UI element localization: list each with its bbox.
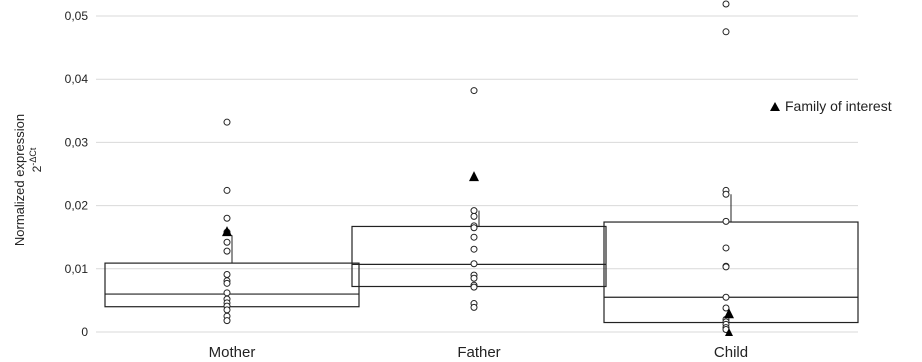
- data-point: [470, 303, 478, 311]
- y-axis-sublabel-base: 2: [30, 165, 44, 172]
- data-point: [722, 217, 730, 225]
- y-tick-label: 0,05: [65, 9, 89, 23]
- y-axis-sublabel-exponent: -ΔCt: [28, 147, 38, 166]
- box: [351, 225, 607, 288]
- data-point: [722, 0, 730, 8]
- family-of-interest-triangle: [469, 171, 479, 182]
- data-point: [223, 289, 231, 297]
- box-father: [351, 210, 607, 288]
- box: [603, 221, 859, 324]
- boxes: [104, 194, 859, 324]
- legend: Family of interest: [770, 98, 892, 114]
- family-of-interest-triangle: [725, 328, 733, 336]
- data-point: [223, 306, 231, 314]
- x-category-label: Father: [457, 344, 500, 361]
- family-of-interest-triangle: [724, 308, 734, 319]
- data-point: [722, 304, 730, 312]
- y-axis-label: Normalized expression: [12, 114, 27, 246]
- data-point: [470, 260, 478, 268]
- data-point: [470, 274, 478, 282]
- y-tick-label: 0,03: [65, 135, 89, 149]
- legend-label: Family of interest: [785, 98, 892, 114]
- data-point: [722, 263, 730, 271]
- data-point: [470, 207, 478, 215]
- box: [104, 262, 360, 308]
- data-point: [722, 28, 730, 36]
- data-point: [470, 233, 478, 241]
- data-point: [470, 87, 478, 95]
- y-tick-label: 0,02: [65, 199, 89, 213]
- y-tick-label: 0: [81, 325, 88, 339]
- data-point: [223, 247, 231, 255]
- data-point: [223, 186, 231, 194]
- data-point: [223, 214, 231, 222]
- data-point: [470, 245, 478, 253]
- y-axis-ticks: 0 0,01 0,02 0,03 0,04 0,05: [65, 9, 89, 339]
- family-of-interest-triangle: [222, 226, 232, 237]
- legend-triangle-icon: [770, 102, 780, 111]
- data-point: [470, 224, 478, 232]
- y-axis-subtitle: 2-ΔCt: [28, 147, 44, 172]
- data-point: [722, 293, 730, 301]
- box-mother: [104, 235, 360, 308]
- data-point: [223, 118, 231, 126]
- x-axis-labels: Mother Father Child: [209, 344, 748, 361]
- data-point: [470, 283, 478, 291]
- points-father: [469, 87, 479, 311]
- data-points: [222, 0, 734, 336]
- x-category-label: Mother: [209, 344, 256, 361]
- data-point: [470, 212, 478, 220]
- y-axis-sublabel: 2-ΔCt: [28, 147, 44, 172]
- data-point: [223, 238, 231, 246]
- box-child: [603, 194, 859, 324]
- data-point: [223, 317, 231, 325]
- x-category-label: Child: [714, 344, 748, 361]
- data-point: [223, 279, 231, 287]
- data-point: [223, 270, 231, 278]
- points-mother: [222, 118, 232, 325]
- points-child: [722, 0, 734, 336]
- y-tick-label: 0,04: [65, 72, 89, 86]
- data-point: [722, 244, 730, 252]
- data-point: [722, 190, 730, 198]
- y-tick-label: 0,01: [65, 262, 89, 276]
- y-axis-title: Normalized expression: [12, 114, 27, 246]
